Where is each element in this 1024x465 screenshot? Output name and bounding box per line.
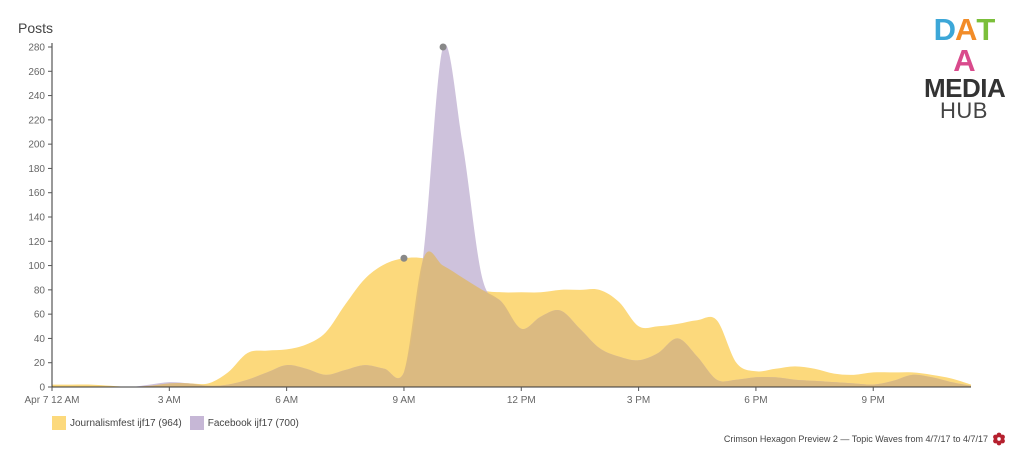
y-tick-label: 160	[28, 188, 45, 199]
data-point-marker[interactable]	[439, 43, 447, 51]
chart-ticks: 0 20 40 60 80 100 120 140 160 180 200 220 240 260 280 A…	[24, 43, 884, 407]
chart-axes	[51, 43, 971, 388]
y-tick-label: 40	[34, 334, 46, 345]
footer-credit: Crimson Hexagon Preview 2 — Topic Waves …	[724, 432, 1006, 446]
data-point-marker[interactable]	[400, 254, 408, 262]
legend-item-facebook[interactable]: Facebook ijf17 (700)	[189, 416, 299, 430]
chart-legend: Journalismfest ijf17 (964) Facebook ijf1…	[52, 416, 307, 430]
x-tick-label: 9 AM	[393, 395, 416, 406]
x-tick-label: 3 PM	[627, 395, 650, 406]
y-axis-label: Posts	[18, 20, 53, 36]
chart-markers	[400, 43, 447, 262]
y-tick-label: 240	[28, 91, 45, 102]
y-tick-label: 20	[34, 358, 46, 369]
topic-waves-chart: 0 20 40 60 80 100 120 140 160 180 200 220 240 260 280 A…	[18, 20, 971, 407]
x-tick-label: 3 AM	[158, 395, 181, 406]
y-tick-label: 0	[39, 383, 45, 394]
legend-swatch-journalismfest	[52, 416, 66, 430]
logo-line-media: MEDIA	[924, 73, 1006, 103]
logo-line-hub: HUB	[940, 98, 988, 123]
y-tick-label: 140	[28, 213, 45, 224]
y-tick-label: 220	[28, 115, 45, 126]
data-media-hub-logo: DATA MEDIA HUB	[924, 12, 1006, 123]
y-tick-label: 280	[28, 43, 45, 54]
legend-label-facebook: Facebook ijf17 (700)	[207, 417, 299, 429]
y-tick-label: 180	[28, 164, 45, 175]
x-tick-label: 9 PM	[862, 395, 885, 406]
crimson-hexagon-flower-icon	[993, 432, 1005, 446]
footer-text: Crimson Hexagon Preview 2 — Topic Waves …	[723, 434, 988, 444]
x-tick-label: 12 PM	[507, 395, 536, 406]
x-tick-label: 6 PM	[744, 395, 767, 406]
legend-item-journalismfest[interactable]: Journalismfest ijf17 (964)	[52, 416, 182, 430]
x-tick-label: Apr 7 12 AM	[24, 395, 79, 406]
y-tick-label: 120	[28, 237, 45, 248]
y-tick-label: 80	[34, 285, 46, 296]
chart-areas	[52, 44, 971, 387]
legend-label-journalismfest: Journalismfest ijf17 (964)	[70, 417, 182, 429]
y-tick-label: 200	[28, 140, 45, 151]
logo-line-data: DATA	[933, 12, 996, 78]
legend-swatch-facebook	[189, 416, 204, 430]
y-tick-label: 100	[28, 261, 45, 272]
y-tick-label: 60	[34, 310, 46, 321]
y-tick-label: 260	[28, 67, 45, 78]
series-overlap-area	[52, 251, 971, 387]
x-tick-label: 6 AM	[275, 395, 298, 406]
